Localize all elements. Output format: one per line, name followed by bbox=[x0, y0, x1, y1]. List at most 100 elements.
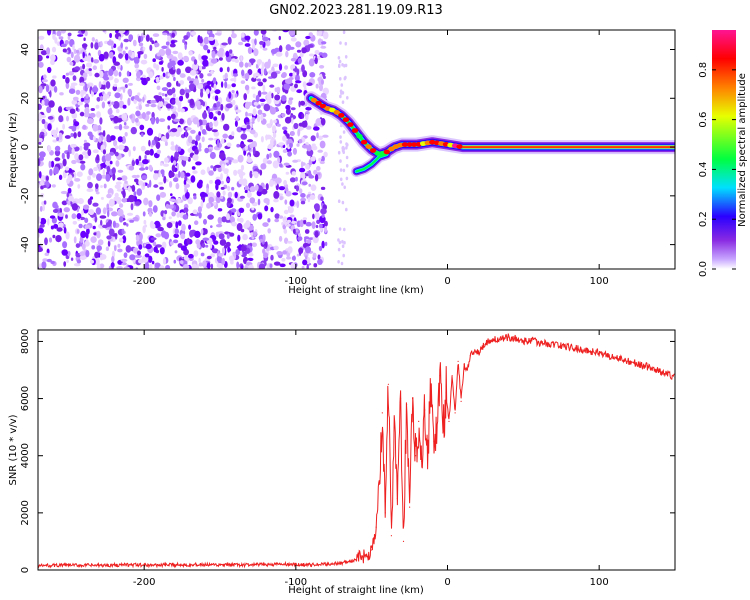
noise-blob bbox=[274, 218, 280, 223]
noise-blob bbox=[46, 47, 51, 55]
noise-blob bbox=[244, 43, 251, 47]
noise-blob bbox=[140, 59, 148, 65]
noise-blob bbox=[177, 103, 182, 108]
noise-blob bbox=[265, 241, 268, 248]
noise-blob bbox=[130, 126, 137, 135]
noise-blob bbox=[105, 160, 112, 166]
noise-blob bbox=[185, 91, 190, 99]
noise-blob bbox=[260, 136, 264, 143]
noise-blob bbox=[124, 180, 128, 184]
noise-blob bbox=[217, 111, 222, 116]
noise-blob bbox=[260, 102, 265, 107]
noise-blob bbox=[216, 101, 221, 108]
noise-blob bbox=[309, 72, 316, 78]
snr-point bbox=[598, 352, 600, 354]
snr-point bbox=[424, 409, 426, 411]
noise-blob bbox=[283, 209, 289, 215]
colorbar: 0.0 0.2 0.4 0.6 0.8 Normalized spectral ampl… bbox=[698, 30, 748, 277]
noise-blob bbox=[262, 157, 268, 165]
snr-point bbox=[454, 412, 456, 414]
noise-blob bbox=[81, 43, 88, 48]
noise-blob bbox=[227, 185, 231, 191]
noise-blob bbox=[318, 135, 323, 140]
noise-blob bbox=[215, 231, 219, 237]
noise-blob bbox=[251, 171, 259, 176]
noise-blob bbox=[195, 134, 201, 141]
noise-blob bbox=[263, 68, 267, 75]
noise-blob bbox=[264, 61, 271, 69]
noise-blob bbox=[99, 263, 105, 269]
noise-blob bbox=[150, 237, 157, 241]
noise-blob bbox=[214, 95, 219, 102]
noise-blob bbox=[38, 138, 43, 142]
noise-blob bbox=[99, 215, 107, 219]
noise-blob bbox=[296, 143, 300, 147]
noise-blob bbox=[251, 86, 256, 90]
snr-point bbox=[483, 343, 485, 345]
noise-blob bbox=[123, 222, 127, 226]
noise-blob bbox=[162, 216, 166, 221]
noise-blob bbox=[193, 195, 197, 200]
noise-blob bbox=[110, 262, 115, 268]
noise-blob bbox=[177, 59, 184, 66]
noise-blob bbox=[161, 93, 165, 97]
noise-blob bbox=[193, 250, 199, 257]
noise-blob bbox=[247, 113, 253, 117]
noise-blob bbox=[72, 44, 75, 51]
noise-blob bbox=[316, 132, 319, 139]
noise-blob bbox=[39, 217, 47, 225]
noise-blob bbox=[86, 188, 94, 193]
snr-point bbox=[451, 375, 453, 377]
noise-blob bbox=[219, 67, 223, 73]
noise-blob bbox=[71, 213, 77, 220]
noise-blob bbox=[162, 257, 167, 265]
noise-blob bbox=[113, 139, 118, 147]
noise-blob bbox=[305, 163, 310, 170]
noise-blob bbox=[338, 227, 342, 231]
noise-blob bbox=[155, 64, 160, 71]
noise-blob bbox=[103, 183, 107, 189]
noise-blob bbox=[241, 125, 249, 129]
noise-blob bbox=[294, 74, 300, 82]
noise-blob bbox=[274, 213, 280, 219]
noise-blob bbox=[176, 68, 181, 75]
noise-blob bbox=[275, 177, 282, 184]
noise-blob bbox=[98, 164, 101, 172]
noise-blob bbox=[179, 171, 185, 179]
noise-blob bbox=[163, 163, 169, 167]
noise-blob bbox=[47, 30, 52, 36]
noise-blob bbox=[182, 156, 189, 161]
noise-blob bbox=[286, 219, 292, 223]
noise-blob bbox=[257, 198, 261, 206]
noise-blob bbox=[168, 216, 172, 220]
noise-blob bbox=[164, 97, 170, 101]
noise-blob bbox=[126, 212, 134, 216]
noise-blob bbox=[118, 124, 123, 131]
noise-blob bbox=[94, 215, 98, 223]
noise-blob bbox=[306, 125, 312, 130]
noise-blob bbox=[53, 86, 58, 93]
noise-blob bbox=[281, 95, 287, 102]
noise-blob bbox=[270, 48, 278, 55]
noise-blob bbox=[38, 227, 44, 234]
noise-blob bbox=[126, 70, 130, 77]
noise-blob bbox=[299, 188, 303, 194]
noise-blob bbox=[121, 262, 127, 266]
y-tick-label: 2000 bbox=[20, 500, 31, 525]
noise-blob bbox=[295, 229, 299, 233]
snr-point bbox=[522, 340, 524, 342]
noise-blob bbox=[58, 106, 63, 113]
noise-blob bbox=[282, 135, 287, 142]
noise-blob bbox=[299, 100, 306, 106]
noise-blob bbox=[213, 103, 218, 108]
snr-point bbox=[396, 498, 398, 500]
noise-blob bbox=[256, 78, 262, 82]
noise-blob bbox=[52, 75, 57, 79]
signal-peak bbox=[347, 122, 354, 127]
noise-blob bbox=[107, 91, 112, 96]
noise-blob bbox=[185, 191, 190, 199]
noise-blob bbox=[71, 159, 77, 165]
snr-point bbox=[478, 352, 480, 354]
noise-blob bbox=[88, 209, 95, 216]
noise-blob bbox=[242, 233, 248, 241]
